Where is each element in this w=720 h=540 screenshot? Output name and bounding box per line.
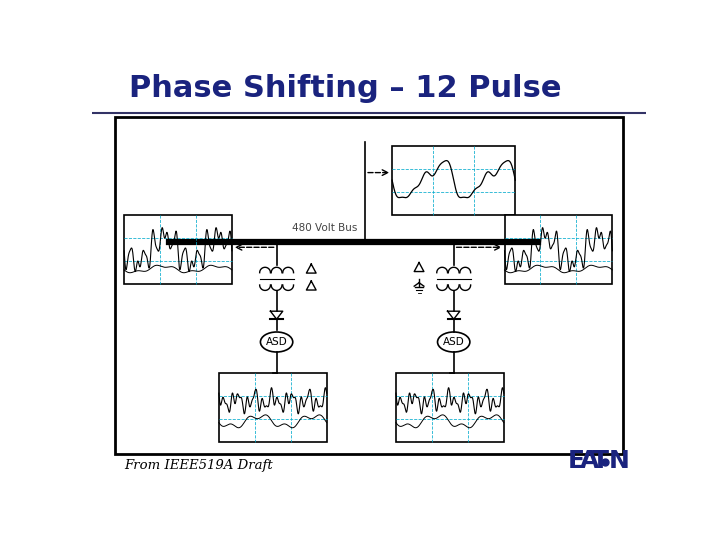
Text: E: E <box>567 449 585 474</box>
Bar <box>124 215 232 284</box>
Bar <box>219 373 327 442</box>
Bar <box>392 146 516 215</box>
Text: 480 Volt Bus: 480 Volt Bus <box>292 222 357 233</box>
Text: ASD: ASD <box>266 337 287 347</box>
Text: N: N <box>609 449 630 474</box>
Text: From IEEE519A Draft: From IEEE519A Draft <box>124 458 273 472</box>
Bar <box>396 373 504 442</box>
Bar <box>505 215 612 284</box>
Text: ASD: ASD <box>443 337 464 347</box>
Bar <box>115 117 623 455</box>
Text: T: T <box>593 449 609 474</box>
Text: Phase Shifting – 12 Pulse: Phase Shifting – 12 Pulse <box>129 74 562 103</box>
Text: A: A <box>580 449 599 474</box>
